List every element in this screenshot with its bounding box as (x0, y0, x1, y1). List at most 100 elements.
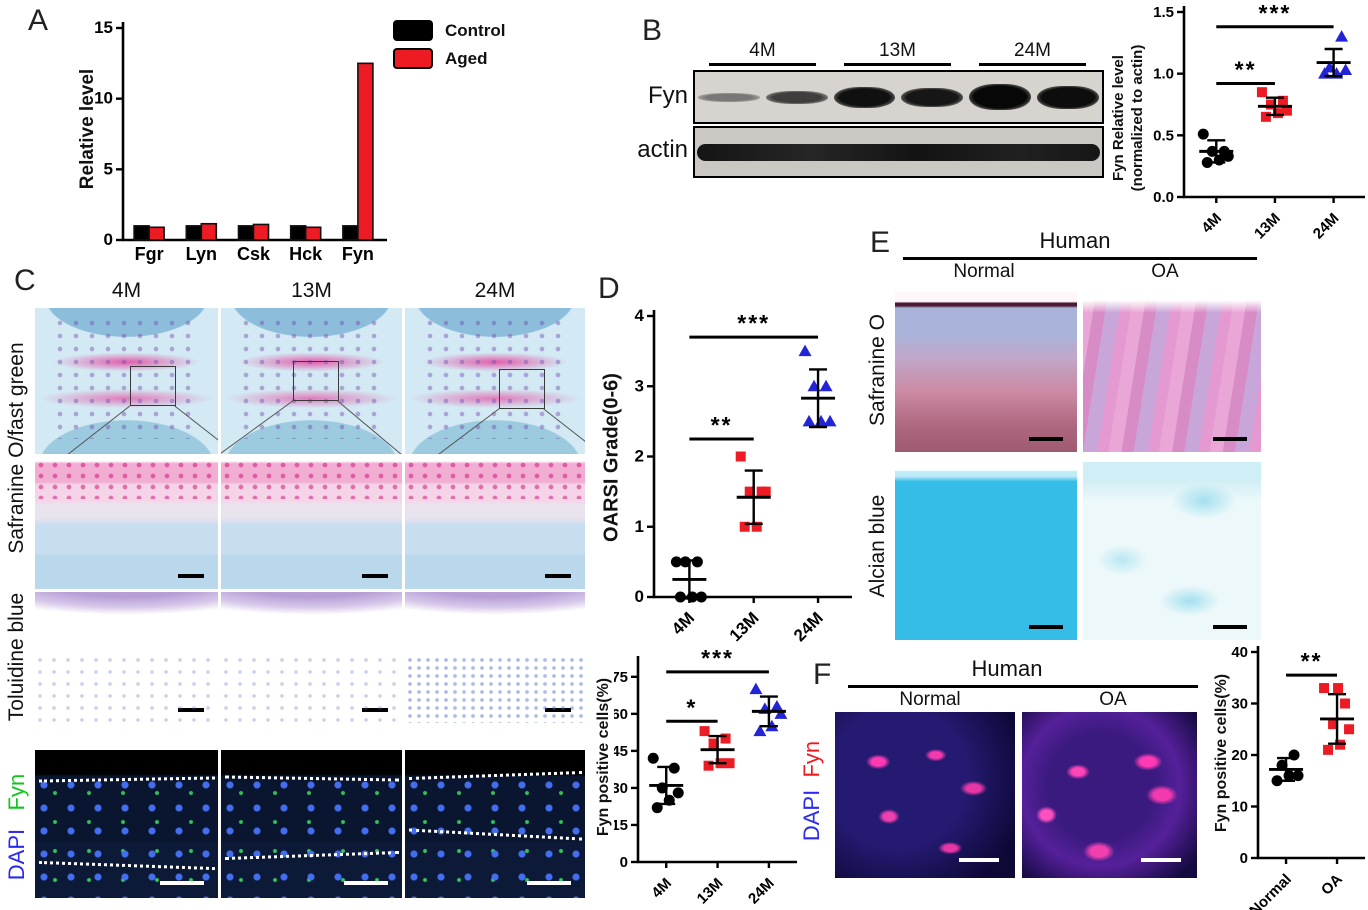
legend-item-control: Control (393, 20, 505, 41)
surface-dotted-line (408, 770, 582, 780)
panel-c-header-4m: 4M (111, 279, 142, 302)
panel-d-scatter-chart: 4 3 2 1 0 4M 13M 24M ** *** (620, 300, 855, 645)
blot-group-24m: 24M (965, 40, 1100, 66)
svg-text:***: *** (737, 310, 770, 336)
svg-text:***: *** (1259, 0, 1292, 26)
panel-b-scatter-ylabel: Fyn Relative level (normalized to actin) (1109, 0, 1147, 238)
blot-group-24m-line (979, 63, 1086, 66)
f-quant-ylabel: Fyn positive cells(%) (1213, 673, 1230, 833)
row-label-dapi-fyn-human: DAPI Fyn (799, 706, 825, 876)
inset-connector-right (542, 408, 585, 454)
safranine-human-oa-image (1083, 292, 1261, 452)
scale-bar (959, 858, 999, 862)
svg-text:24M: 24M (1310, 210, 1343, 243)
svg-text:24M: 24M (790, 608, 827, 645)
inset-connector-right (173, 405, 218, 454)
safranine-human-normal-image (895, 292, 1077, 452)
svg-text:15: 15 (614, 817, 628, 834)
panel-b-ylabel-line2: (normalized to actin) (1129, 44, 1146, 192)
row-label-toluidine-blue: Toluidine blue (5, 592, 28, 722)
aged-swatch (393, 48, 433, 69)
actin-blot-image (693, 126, 1104, 178)
svg-text:***: *** (701, 650, 734, 671)
fyn-band-2 (765, 90, 828, 104)
panel-a-letter: A (28, 4, 49, 37)
inset-connector-left (221, 399, 294, 454)
svg-text:60: 60 (614, 706, 628, 723)
blot-group-13m-label: 13M (879, 40, 916, 61)
svg-text:Normal: Normal (1246, 871, 1295, 910)
panel-e-header-normal: Normal (953, 261, 1015, 282)
svg-text:75: 75 (614, 669, 628, 686)
panel-f-title: Human (971, 656, 1043, 681)
svg-text:1: 1 (635, 517, 644, 536)
tidemark-dotted-line (38, 860, 215, 871)
blot-group-4m: 4M (695, 40, 830, 66)
svg-text:45: 45 (614, 743, 628, 760)
svg-text:**: ** (1301, 648, 1323, 674)
row-label-dapi-fyn: DAPI Fyn (4, 747, 30, 907)
svg-text:3: 3 (635, 376, 644, 395)
surface-dotted-line (224, 775, 399, 782)
row-label-safranine-fast-green: Safranine O/fast green (5, 342, 28, 554)
panel-e-title-underline (903, 257, 1257, 260)
inset-connector-right (336, 399, 402, 454)
panel-f-title-underline (848, 685, 1198, 688)
dapi-label: DAPI (4, 828, 29, 881)
scale-bar (178, 708, 204, 712)
scale-bar (178, 574, 204, 578)
svg-text:10: 10 (1231, 799, 1248, 816)
panel-b-letter: B (642, 14, 663, 47)
panel-b-group-headers: 4M 13M 24M (695, 40, 1100, 66)
fyn-blot-image (693, 70, 1104, 124)
svg-text:24M: 24M (745, 875, 778, 908)
toluidine-13m-image (221, 592, 402, 723)
panel-d-letter: D (598, 272, 620, 305)
panel-f-header-normal: Normal (899, 689, 961, 710)
svg-text:40: 40 (1231, 644, 1248, 661)
toluidine-4m-image (35, 592, 218, 723)
svg-text:Csk: Csk (237, 244, 271, 264)
control-swatch (393, 20, 433, 41)
c-quant-ylabel: Fyn positive cells(%) (595, 677, 612, 837)
fyn-label: Fyn (799, 740, 824, 778)
panel-a-legend: Control Aged (393, 20, 505, 76)
safranine-zoom-13m-image (221, 457, 402, 589)
svg-text:13M: 13M (726, 608, 763, 645)
fyn-band-1 (698, 92, 760, 102)
svg-text:Hck: Hck (289, 244, 323, 264)
blot-group-4m-line (709, 63, 816, 66)
svg-text:0: 0 (1240, 850, 1248, 867)
blot-row-label-fyn: Fyn (647, 82, 688, 109)
panel-a-bar-chart: 15 10 5 0 Fgr Lyn Csk Hck Fyn (68, 12, 390, 274)
fyn-dapi-4m-image (35, 750, 218, 898)
blot-row-label-actin: actin (637, 136, 688, 163)
panel-b-scatter-chart: 1.5 1.0 0.5 0.0 4M 13M 24M ** *** (1146, 0, 1368, 245)
svg-text:0: 0 (635, 587, 644, 606)
blot-group-4m-label: 4M (749, 40, 776, 61)
scale-bar (1141, 858, 1181, 862)
row-label-alcian-blue: Alcian blue (866, 494, 889, 598)
blot-group-13m-line (844, 63, 951, 66)
fyn-label: Fyn (4, 773, 29, 811)
svg-text:13M: 13M (1251, 210, 1284, 243)
svg-text:0.0: 0.0 (1153, 189, 1174, 206)
safranine-joint-13m-image (221, 308, 402, 454)
svg-text:5: 5 (104, 159, 113, 178)
inset-box (293, 360, 340, 401)
panel-e-letter: E (870, 226, 891, 259)
tidemark-dotted-line (408, 828, 582, 841)
svg-text:4M: 4M (668, 608, 698, 638)
svg-text:*: * (686, 694, 697, 720)
svg-text:20: 20 (1231, 747, 1248, 764)
panel-c-header-24m: 24M (474, 279, 516, 302)
panel-f-letter: F (813, 658, 832, 691)
legend-item-aged: Aged (393, 48, 505, 69)
row-label-safranine-o: Safranine O (866, 313, 889, 427)
scale-bar (527, 881, 571, 885)
alcian-human-normal-image (895, 462, 1077, 640)
svg-text:Fyn: Fyn (342, 244, 374, 264)
svg-text:**: ** (1235, 57, 1257, 83)
svg-text:**: ** (711, 412, 733, 438)
